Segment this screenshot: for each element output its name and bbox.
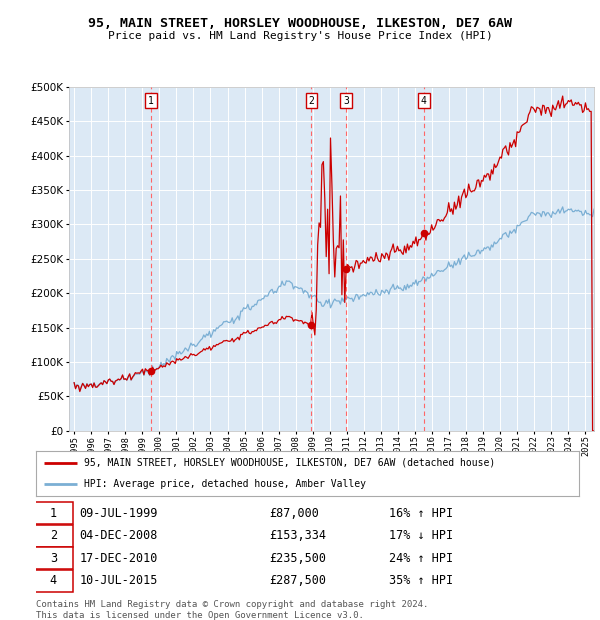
- Text: 24% ↑ HPI: 24% ↑ HPI: [389, 552, 453, 565]
- FancyBboxPatch shape: [34, 525, 73, 547]
- Text: 04-DEC-2008: 04-DEC-2008: [79, 529, 158, 542]
- Text: 95, MAIN STREET, HORSLEY WOODHOUSE, ILKESTON, DE7 6AW (detached house): 95, MAIN STREET, HORSLEY WOODHOUSE, ILKE…: [84, 458, 495, 467]
- Text: 16% ↑ HPI: 16% ↑ HPI: [389, 507, 453, 520]
- Text: 3: 3: [343, 95, 349, 105]
- Text: £87,000: £87,000: [269, 507, 319, 520]
- FancyBboxPatch shape: [34, 502, 73, 524]
- Text: 1: 1: [50, 507, 57, 520]
- Text: 09-JUL-1999: 09-JUL-1999: [79, 507, 158, 520]
- Text: 2: 2: [50, 529, 57, 542]
- FancyBboxPatch shape: [34, 547, 73, 569]
- Text: £287,500: £287,500: [269, 574, 326, 587]
- Text: Contains HM Land Registry data © Crown copyright and database right 2024.
This d: Contains HM Land Registry data © Crown c…: [36, 600, 428, 619]
- FancyBboxPatch shape: [34, 570, 73, 592]
- Text: 4: 4: [50, 574, 57, 587]
- Text: 3: 3: [50, 552, 57, 565]
- Text: 95, MAIN STREET, HORSLEY WOODHOUSE, ILKESTON, DE7 6AW: 95, MAIN STREET, HORSLEY WOODHOUSE, ILKE…: [88, 17, 512, 30]
- Text: 17% ↓ HPI: 17% ↓ HPI: [389, 529, 453, 542]
- Text: 4: 4: [421, 95, 427, 105]
- Text: 1: 1: [148, 95, 154, 105]
- Text: 10-JUL-2015: 10-JUL-2015: [79, 574, 158, 587]
- Text: £235,500: £235,500: [269, 552, 326, 565]
- Text: 2: 2: [308, 95, 314, 105]
- Text: Price paid vs. HM Land Registry's House Price Index (HPI): Price paid vs. HM Land Registry's House …: [107, 31, 493, 41]
- Text: HPI: Average price, detached house, Amber Valley: HPI: Average price, detached house, Ambe…: [84, 479, 366, 489]
- Text: £153,334: £153,334: [269, 529, 326, 542]
- Text: 35% ↑ HPI: 35% ↑ HPI: [389, 574, 453, 587]
- Text: 17-DEC-2010: 17-DEC-2010: [79, 552, 158, 565]
